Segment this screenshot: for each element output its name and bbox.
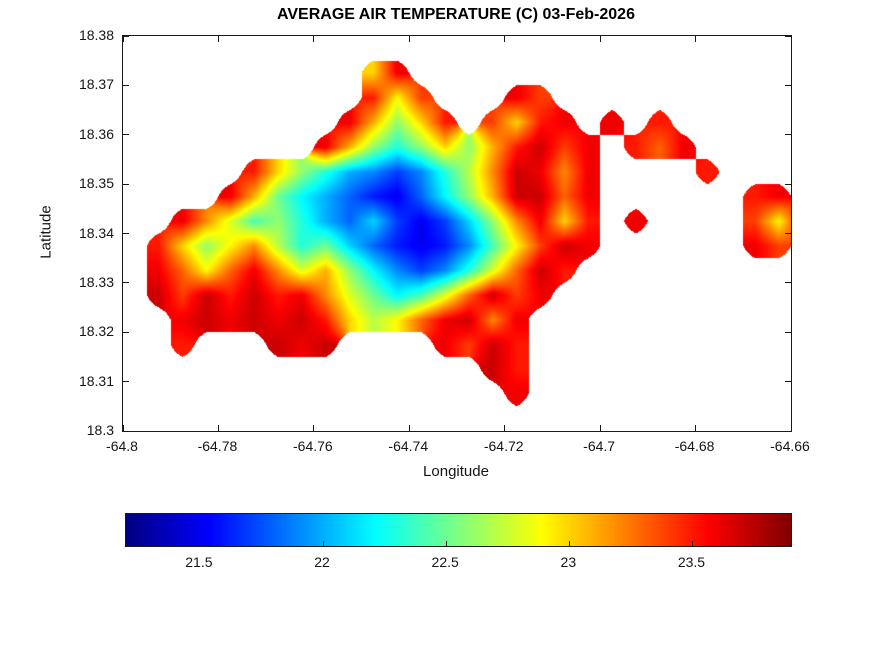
y-tick-mark-right — [785, 430, 791, 432]
x-tick-mark-top — [313, 36, 315, 42]
y-tick-mark-right — [785, 331, 791, 333]
y-tick-mark-right — [785, 381, 791, 383]
colorbar — [125, 513, 792, 547]
x-tick-label: -64.68 — [674, 438, 715, 454]
x-tick-label: -64.66 — [770, 438, 810, 454]
y-tick-mark-right — [785, 35, 791, 37]
x-tick-mark-top — [217, 36, 219, 42]
y-tick-label: 18.35 — [78, 175, 114, 192]
y-tick-mark — [123, 233, 129, 234]
y-tick-mark-right — [785, 183, 791, 185]
colorbar-tick-mark — [568, 541, 570, 546]
colorbar-tick-label: 22.5 — [431, 554, 459, 570]
x-tick-mark-top — [504, 36, 506, 42]
x-tick-label: -64.76 — [292, 438, 333, 454]
y-tick-mark — [123, 183, 129, 185]
x-tick-mark — [504, 425, 506, 431]
y-tick-mark-right — [785, 134, 791, 136]
plot-area — [122, 35, 792, 432]
y-tick-label: 18.36 — [78, 125, 114, 142]
y-tick-mark — [123, 430, 129, 432]
y-tick-label: 18.37 — [78, 76, 114, 93]
x-tick-label: -64.74 — [388, 438, 429, 454]
y-tick-label: 18.38 — [78, 27, 114, 43]
y-tick-mark-right — [785, 233, 791, 234]
x-tick-mark — [313, 425, 315, 431]
colorbar-tick-label: 21.5 — [185, 554, 213, 570]
colorbar-tick-mark — [445, 541, 447, 546]
colorbar-tick-mark — [322, 541, 324, 546]
x-tick-mark — [790, 425, 792, 431]
y-tick-mark-right — [785, 282, 791, 284]
colorbar-gradient-canvas — [126, 514, 791, 546]
y-tick-mark — [123, 381, 129, 383]
y-tick-label: 18.3 — [86, 422, 114, 438]
x-tick-mark — [122, 425, 124, 431]
x-tick-mark-top — [790, 36, 792, 42]
x-tick-mark-top — [408, 36, 410, 42]
colorbar-tick-label: 23 — [560, 554, 577, 570]
y-tick-mark — [123, 35, 129, 37]
colorbar-tick-mark — [199, 541, 201, 546]
x-tick-mark — [599, 425, 601, 431]
x-tick-label: -64.78 — [197, 438, 238, 454]
x-tick-label: -64.7 — [583, 438, 616, 454]
colorbar-tick-label: 22 — [314, 554, 330, 570]
y-tick-label: 18.34 — [78, 224, 114, 241]
x-tick-label: -64.8 — [106, 438, 138, 454]
x-tick-mark — [217, 425, 219, 431]
heatmap-canvas — [123, 36, 791, 431]
x-tick-mark — [695, 425, 697, 431]
y-tick-mark-right — [785, 84, 791, 86]
y-tick-mark — [123, 84, 129, 86]
y-tick-mark — [123, 282, 129, 284]
x-tick-mark-top — [122, 36, 124, 42]
y-tick-mark — [123, 134, 129, 136]
y-tick-mark — [123, 331, 129, 333]
y-tick-label: 18.31 — [78, 372, 114, 389]
x-tick-mark-top — [695, 36, 697, 42]
x-tick-mark — [408, 425, 410, 431]
x-axis-label: Longitude — [423, 463, 489, 480]
x-tick-mark-top — [599, 36, 601, 42]
colorbar-tick-mark — [691, 541, 693, 546]
chart-title: AVERAGE AIR TEMPERATURE (C) 03-Feb-2026 — [277, 6, 635, 23]
y-tick-label: 18.32 — [78, 323, 114, 340]
x-tick-label: -64.72 — [483, 438, 524, 454]
y-tick-label: 18.33 — [78, 273, 114, 290]
colorbar-tick-label: 23.5 — [677, 554, 706, 570]
